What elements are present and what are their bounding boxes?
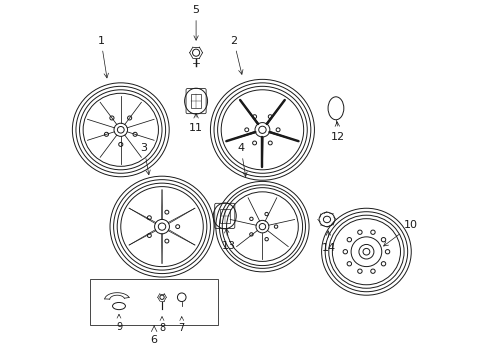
Bar bbox=[90, 279, 217, 325]
Text: 3: 3 bbox=[141, 143, 150, 175]
Text: 11: 11 bbox=[189, 114, 203, 132]
Text: 9: 9 bbox=[116, 314, 122, 332]
Text: 13: 13 bbox=[221, 228, 235, 251]
Text: 1: 1 bbox=[98, 36, 108, 78]
Text: 2: 2 bbox=[230, 36, 243, 75]
Text: 14: 14 bbox=[321, 231, 335, 253]
Text: 8: 8 bbox=[159, 316, 165, 333]
Bar bbox=[220, 209, 229, 223]
Text: 5: 5 bbox=[192, 5, 199, 40]
Text: 7: 7 bbox=[178, 316, 184, 333]
Text: 4: 4 bbox=[237, 143, 246, 176]
Text: 10: 10 bbox=[383, 220, 417, 246]
Bar bbox=[191, 94, 201, 108]
Text: 6: 6 bbox=[150, 335, 157, 345]
Text: 12: 12 bbox=[330, 122, 344, 141]
